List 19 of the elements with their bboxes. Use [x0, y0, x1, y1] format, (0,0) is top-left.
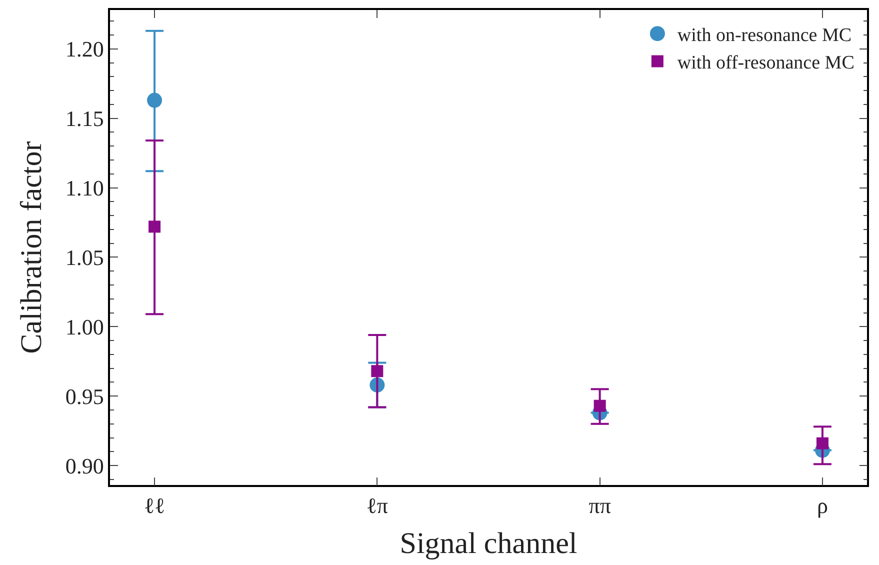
point [147, 92, 162, 108]
x-tick-label: ℓπ [366, 493, 388, 518]
y-tick-label: 1.10 [65, 175, 104, 200]
y-tick-label: 1.05 [65, 244, 104, 270]
x-axis-title: Signal channel [400, 527, 578, 560]
y-tick-label: 1.20 [65, 36, 104, 62]
y-tick-label: 1.15 [65, 106, 104, 132]
legend-label: with off-resonance MC [677, 52, 854, 74]
legend-label: with on-resonance MC [677, 25, 852, 46]
y-tick-label: 0.90 [65, 453, 104, 478]
point [594, 400, 606, 412]
point [816, 437, 828, 450]
y-tick-label: 0.95 [65, 384, 104, 409]
x-tick-label: ℓℓ [144, 493, 166, 518]
x-tick-label: ρ [816, 493, 828, 518]
y-axis-title: Calibration factor [14, 141, 48, 354]
point [148, 220, 161, 233]
x-tick-label: ππ [588, 493, 611, 518]
y-tick-label: 1.00 [65, 314, 104, 340]
